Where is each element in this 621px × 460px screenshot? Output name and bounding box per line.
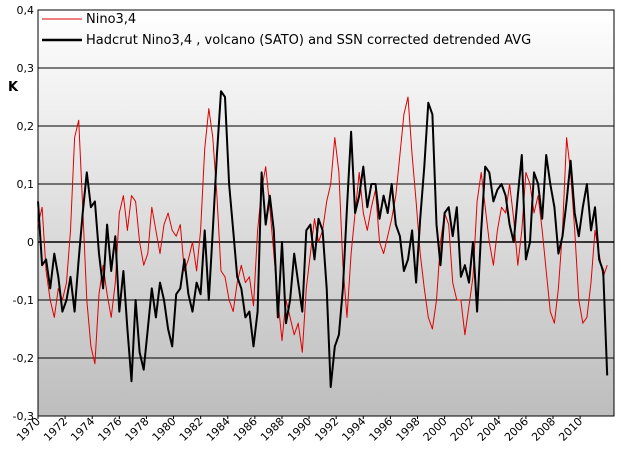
x-tick-label: 1990 [285, 415, 314, 444]
y-tick-label: 0,1 [17, 178, 35, 191]
x-tick-label: 1994 [339, 415, 368, 444]
y-tick-label: -0,3 [13, 410, 34, 423]
y-tick-label: 0,2 [17, 120, 35, 133]
x-tick-label: 1998 [394, 415, 423, 444]
plot-area-background [37, 9, 615, 417]
x-tick-label: 2008 [529, 415, 558, 444]
x-tick-label: 2002 [448, 415, 477, 444]
y-tick-label: 0 [27, 236, 34, 249]
y-tick-label: 0,3 [17, 62, 35, 75]
legend: Nino3,4 Hadcrut Nino3,4 , volcano (SATO)… [42, 12, 531, 48]
x-tick-label: 1992 [312, 415, 341, 444]
x-tick-label: 1986 [231, 415, 260, 444]
x-tick-label: 1978 [123, 415, 152, 444]
series-line-hadcrut [37, 90, 609, 388]
y-tick-labels: -0,3 -0,2 -0,1 0 0,1 0,2 0,3 0,4 [13, 4, 34, 423]
y-tick-label: 0,4 [17, 4, 35, 17]
y-axis-label: K [8, 80, 19, 95]
x-tick-label: 1972 [41, 415, 70, 444]
x-tick-label: 1974 [68, 415, 97, 444]
x-tick-label: 1976 [95, 415, 124, 444]
x-tick-label: 1982 [177, 415, 206, 444]
x-tick-label: 1984 [204, 415, 233, 444]
grid-lines [38, 67, 614, 359]
y-tick-label: -0,2 [13, 352, 34, 365]
x-tick-label: 1988 [258, 415, 287, 444]
x-tick-label: 2010 [556, 415, 585, 444]
x-tick-label: 1980 [150, 415, 179, 444]
x-tick-labels: 1970197219741976197819801982198419861988… [14, 415, 585, 444]
x-tick-label: 2000 [421, 415, 450, 444]
x-tick-label: 2006 [502, 415, 531, 444]
series-layer [37, 90, 609, 388]
legend-label-nino34: Nino3,4 [86, 12, 136, 27]
y-tick-label: -0,1 [13, 294, 34, 307]
x-tick-label: 1996 [367, 415, 396, 444]
legend-label-hadcrut: Hadcrut Nino3,4 , volcano (SATO) and SSN… [86, 33, 531, 48]
x-tick-label: 2004 [475, 415, 504, 444]
